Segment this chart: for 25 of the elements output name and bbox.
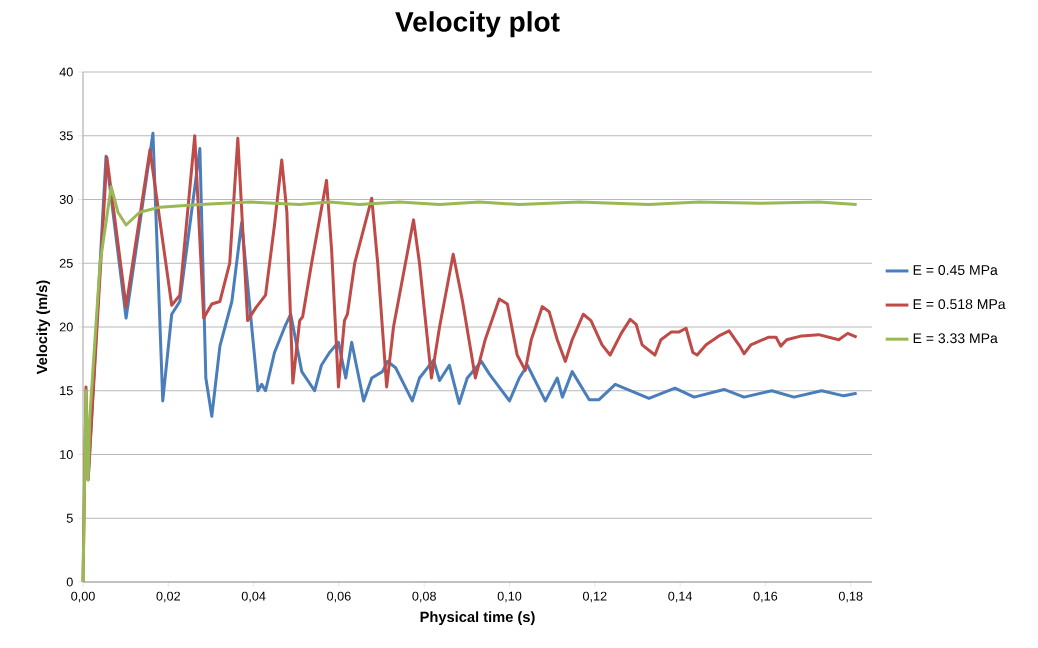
x-tick-label: 0,06 xyxy=(327,591,351,603)
x-tick-label: 0,12 xyxy=(582,591,607,603)
y-tick-label: 15 xyxy=(60,386,73,396)
y-tick-label: 0 xyxy=(66,577,73,587)
chart-title: Velocity plot xyxy=(395,11,560,38)
x-tick-label: 0,02 xyxy=(156,591,180,603)
y-tick-label: 35 xyxy=(59,131,73,141)
x-tick-label: 0,00 xyxy=(71,591,95,603)
legend-label: E = 0.45 MPa xyxy=(913,265,998,275)
x-tick-label: 0,10 xyxy=(497,591,522,603)
x-tick-label: 0,16 xyxy=(753,591,778,603)
x-tick-label: 0,04 xyxy=(241,591,266,603)
x-tick-label: 0,08 xyxy=(412,591,436,603)
y-tick-label: 25 xyxy=(59,258,73,268)
x-tick-label: 0,18 xyxy=(838,591,863,603)
legend-label: E = 0.518 MPa xyxy=(913,299,1006,310)
x-tick-label: 0,14 xyxy=(668,591,693,603)
legend-label: E = 3.33 MPa xyxy=(913,333,998,344)
y-tick-label: 20 xyxy=(59,322,73,332)
x-axis-title: Physical time (s) xyxy=(420,611,535,625)
y-tick-label: 30 xyxy=(59,195,73,204)
y-tick-label: 40 xyxy=(59,67,73,77)
y-axis-title: Velocity (m/s) xyxy=(36,280,51,375)
y-tick-label: 5 xyxy=(66,513,73,523)
y-tick-label: 10 xyxy=(60,450,73,459)
